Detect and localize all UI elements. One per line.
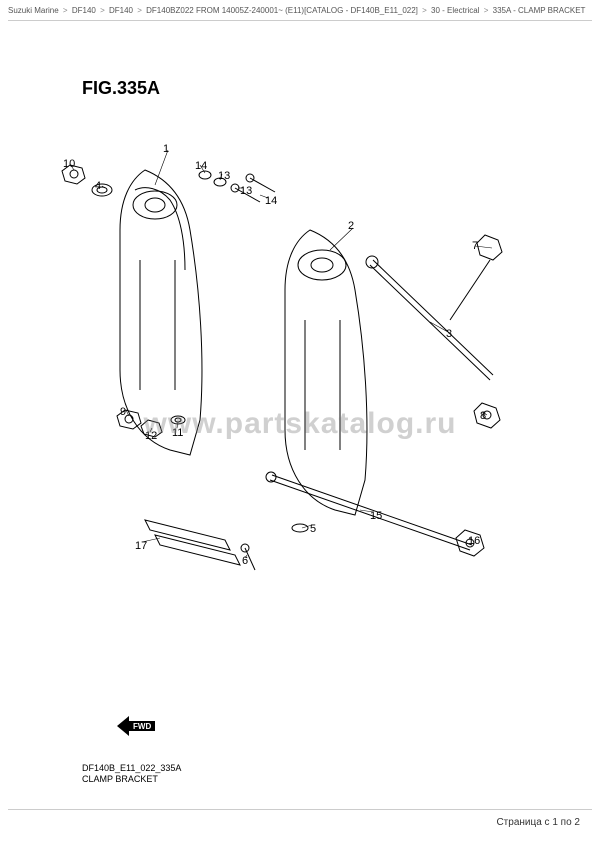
divider-top [8,20,592,21]
fwd-label: FWD [133,722,151,731]
callout-13: 13 [218,170,230,182]
doc-name: CLAMP BRACKET [82,774,181,786]
breadcrumb-item[interactable]: 335A - CLAMP BRACKET [493,6,586,15]
callout-6: 6 [242,555,248,567]
page-indicator: Страница с 1 по 2 [496,817,580,828]
exploded-diagram: 12345678910111213131414151617 [50,110,550,670]
callout-10: 10 [63,158,75,170]
breadcrumb-item[interactable]: DF140 [109,6,133,15]
callout-14: 14 [265,195,277,207]
figure-title: FIG.335A [82,78,160,99]
callout-2: 2 [348,220,354,232]
callout-1: 1 [163,143,169,155]
breadcrumb-item[interactable]: 30 - Electrical [431,6,479,15]
callout-8: 8 [480,410,486,422]
callout-14: 14 [195,160,207,172]
callout-11: 11 [172,427,183,439]
callout-15: 15 [370,510,382,522]
diagram-svg [50,110,550,670]
callout-16: 16 [468,535,480,547]
breadcrumb-sep: > [484,6,489,15]
breadcrumb-sep: > [422,6,427,15]
breadcrumb: Suzuki Marine > DF140 > DF140 > DF140BZ0… [8,6,592,15]
breadcrumb-sep: > [137,6,142,15]
breadcrumb-item[interactable]: DF140 [72,6,96,15]
callout-7: 7 [472,240,478,252]
callout-17: 17 [135,540,147,552]
callout-9: 9 [120,406,126,418]
breadcrumb-sep: > [63,6,68,15]
divider-bottom [8,809,592,810]
callout-5: 5 [310,523,316,535]
callout-12: 12 [145,430,157,442]
fwd-arrow-icon: FWD [115,714,157,738]
callout-3: 3 [446,328,452,340]
footer-doc-info: DF140B_E11_022_335A CLAMP BRACKET [82,763,181,786]
doc-code: DF140B_E11_022_335A [82,763,181,775]
callout-4: 4 [95,180,101,192]
callout-13: 13 [240,185,252,197]
breadcrumb-item[interactable]: Suzuki Marine [8,6,59,15]
breadcrumb-sep: > [100,6,105,15]
breadcrumb-item[interactable]: DF140BZ022 FROM 14005Z-240001~ (E11)[CAT… [146,6,418,15]
